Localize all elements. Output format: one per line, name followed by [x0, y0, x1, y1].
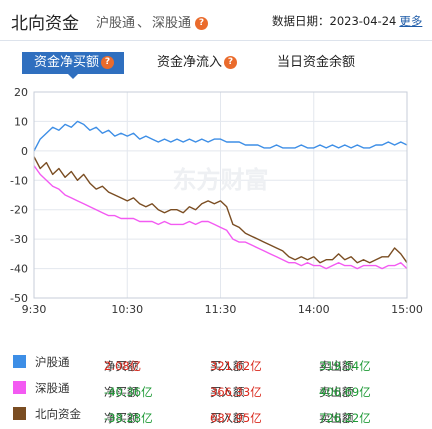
- net-buy-value: -38.28亿: [104, 411, 153, 425]
- legend-name: 深股通: [35, 381, 70, 395]
- page-title: 北向资金: [11, 14, 79, 34]
- y-tick-label: -40: [10, 263, 28, 276]
- net-buy-label: 净买额: [104, 359, 139, 373]
- y-tick-label: -20: [10, 204, 28, 217]
- sell-value: 319.54亿: [319, 359, 371, 373]
- header: 北向资金 沪股通、深股通? 数据日期：2023-04-24 更多: [0, 0, 432, 41]
- buy-label: 买入额: [210, 411, 245, 425]
- sub-separator: 、: [137, 16, 151, 31]
- legend-name: 沪股通: [35, 355, 70, 369]
- help-icon[interactable]: ?: [195, 17, 209, 30]
- legend-row-northbound: 北向资金 净买额 -38.28亿 买入额 687.95亿 卖出额 726.22亿: [0, 402, 432, 426]
- x-tick-label: 15:00: [391, 303, 423, 316]
- tab-daily-balance-label: 当日资金余额: [277, 55, 356, 70]
- legend-row-shanghai: 沪股通 净买额 2.08亿 买入额 321.62亿 卖出额 319.54亿: [0, 350, 432, 374]
- x-tick-label: 9:30: [22, 303, 47, 316]
- tab-bar: 资金净买额? 资金净流入? 当日资金余额: [22, 52, 412, 79]
- net-buy-value: -40.36亿: [104, 385, 153, 399]
- series-line: [33, 165, 408, 270]
- x-tick-label: 10:30: [111, 303, 143, 316]
- x-tick-label: 14:00: [298, 303, 330, 316]
- buy-value: 687.95亿: [210, 411, 262, 425]
- sub-item-shenzhen-connect[interactable]: 深股通: [152, 16, 192, 31]
- line-chart: 20 10 0 -10 -20 -30 -40 -509:30 10:30 11:30 14:00 1…: [10, 86, 423, 316]
- tab-net-inflow[interactable]: 资金净流入?: [157, 52, 238, 74]
- help-icon[interactable]: ?: [101, 56, 115, 69]
- sub-markets: 沪股通、深股通?: [96, 12, 209, 31]
- buy-label: 买入额: [210, 359, 245, 373]
- buy-label: 买入额: [210, 385, 245, 399]
- tab-daily-balance[interactable]: 当日资金余额: [277, 52, 355, 74]
- y-tick-label: -30: [10, 233, 28, 246]
- y-tick-label: -10: [10, 174, 28, 187]
- y-tick-label: 0: [21, 145, 28, 158]
- help-icon[interactable]: ?: [224, 56, 238, 69]
- date-label: 数据日期：: [272, 14, 330, 28]
- y-tick-label: -50: [10, 292, 28, 305]
- sell-label: 卖出额: [319, 411, 354, 425]
- legend-name: 北向资金: [35, 407, 81, 421]
- watermark: 东方财富: [173, 166, 269, 194]
- y-tick-label: 20: [14, 86, 28, 99]
- more-link[interactable]: 更多: [399, 14, 423, 28]
- legend-swatch: [13, 407, 26, 420]
- series-line: [33, 120, 408, 152]
- data-date: 数据日期：2023-04-24 更多: [272, 13, 422, 29]
- tab-net-buy-label: 资金净买额: [34, 55, 100, 70]
- tab-net-inflow-label: 资金净流入: [157, 55, 223, 70]
- net-buy-value: 2.08亿: [104, 359, 142, 373]
- buy-value: 366.33亿: [210, 385, 262, 399]
- sell-label: 卖出额: [319, 359, 354, 373]
- plot-border: [33, 91, 408, 299]
- x-tick-label: 11:30: [205, 303, 237, 316]
- sell-label: 卖出额: [319, 385, 354, 399]
- buy-value: 321.62亿: [210, 359, 262, 373]
- sell-value: 726.22亿: [319, 411, 371, 425]
- y-tick-label: 10: [14, 115, 28, 128]
- series-line: [33, 156, 408, 264]
- legend-row-shenzhen: 深股通 净买额 -40.36亿 买入额 366.33亿 卖出额 406.69亿: [0, 376, 432, 400]
- date-value: 2023-04-24: [329, 14, 397, 28]
- tab-net-buy[interactable]: 资金净买额?: [22, 52, 125, 79]
- net-buy-label: 净买额: [104, 411, 139, 425]
- net-buy-label: 净买额: [104, 385, 139, 399]
- sell-value: 406.69亿: [319, 385, 371, 399]
- legend-swatch: [13, 355, 26, 368]
- sub-item-shanghai-connect[interactable]: 沪股通: [96, 16, 136, 31]
- legend-swatch: [13, 381, 26, 394]
